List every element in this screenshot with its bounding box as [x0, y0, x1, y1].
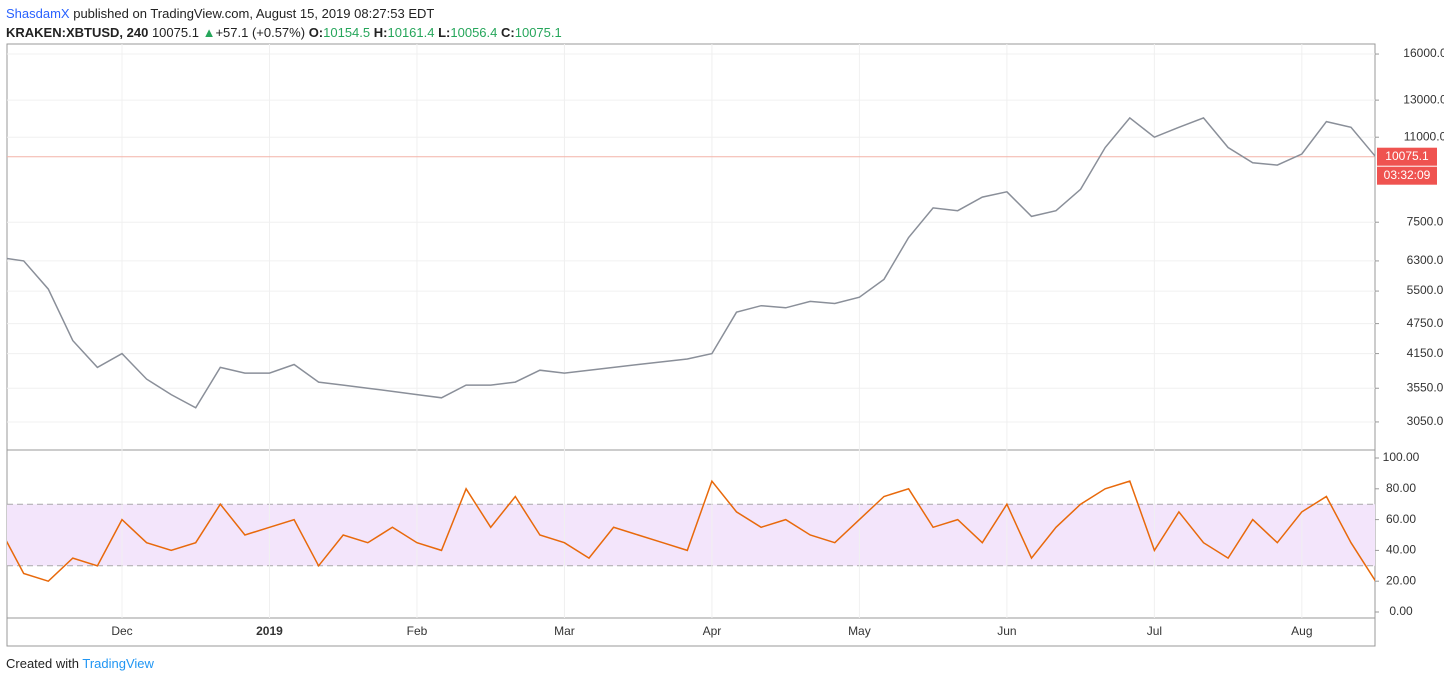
y-tick-label: 16000.0	[1403, 46, 1444, 60]
x-tick-label: Apr	[703, 624, 722, 638]
y-tick-label: 5500.0	[1407, 283, 1444, 297]
o-label: O:	[308, 25, 324, 40]
x-tick-label: May	[848, 624, 871, 638]
y2-tick-label: 0.00	[1389, 604, 1413, 618]
arrow: ▲	[202, 25, 216, 40]
x-tick-label: Jun	[997, 624, 1016, 638]
brand[interactable]: TradingView	[82, 656, 154, 671]
header-line: ShasdamX published on TradingView.com, A…	[6, 4, 562, 23]
symbol: KRAKEN:XBTUSD, 240	[6, 25, 149, 40]
y-tick-label: 7500.0	[1407, 214, 1444, 228]
y2-tick-label: 20.00	[1386, 573, 1416, 587]
close: 10075.1	[514, 25, 562, 40]
created: Created with	[6, 656, 79, 671]
y-tick-label: 3550.0	[1407, 380, 1444, 394]
header-line: KRAKEN:XBTUSD, 240 10075.1 ▲+57.1 (+0.57…	[6, 23, 562, 42]
change: +57.1 (+0.57%)	[215, 25, 306, 40]
low: 10056.4	[450, 25, 498, 40]
price-line	[7, 116, 1375, 409]
published: published on TradingView.com, August 15,…	[73, 6, 435, 21]
c-label: C:	[501, 25, 515, 40]
countdown-tag	[1377, 166, 1437, 185]
x-tick-label: Dec	[111, 624, 132, 638]
h-label: H:	[373, 25, 388, 40]
open: 10154.5	[323, 25, 371, 40]
plot	[7, 44, 1375, 618]
header: ShasdamX published on TradingView.com, A…	[6, 4, 562, 42]
footer: Created with TradingView	[6, 656, 154, 671]
y2-tick-label: 80.00	[1386, 481, 1416, 495]
x-tick-label: 2019	[256, 624, 283, 638]
frame	[6, 43, 1376, 647]
x-tick-label: Aug	[1291, 624, 1312, 638]
last: 10075.1	[151, 25, 199, 40]
y-tick-label: 13000.0	[1403, 92, 1444, 106]
y-tick-label: 4750.0	[1407, 316, 1444, 330]
y2-tick-label: 60.00	[1386, 512, 1416, 526]
countdown: 03:32:09	[1384, 168, 1431, 182]
y2-tick-label: 100.00	[1383, 450, 1420, 464]
y-tick-label: 4150.0	[1407, 346, 1444, 360]
last-price-label: 10075.1	[1385, 149, 1429, 163]
x-tick-label: Feb	[407, 624, 428, 638]
rsi-band	[7, 504, 1375, 566]
y2-tick-label: 40.00	[1386, 543, 1416, 557]
y-tick-label: 11000.0	[1404, 129, 1444, 143]
x-tick-label: Mar	[554, 624, 575, 638]
author: ShasdamX	[6, 6, 70, 21]
last-price-tag	[1377, 147, 1437, 166]
y-tick-label: 6300.0	[1407, 253, 1444, 267]
y-tick-label: 3050.0	[1407, 414, 1444, 428]
rsi-line	[7, 479, 1375, 583]
high: 10161.4	[387, 25, 435, 40]
l-label: L:	[438, 25, 451, 40]
x-tick-label: Jul	[1147, 624, 1162, 638]
